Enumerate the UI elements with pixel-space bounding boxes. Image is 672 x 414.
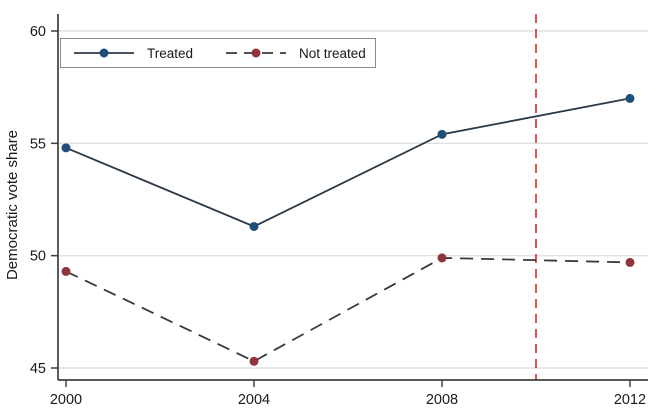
y-tick-label-50: 50 — [30, 249, 46, 265]
y-tick-label-45: 45 — [30, 361, 46, 377]
y-tick-label-60: 60 — [30, 24, 46, 40]
marker-not-treated-2004 — [249, 356, 259, 366]
treated-line-sample — [74, 48, 134, 58]
legend-item-not-treated: Not treated — [225, 46, 366, 61]
x-tick-label-2008: 2008 — [426, 392, 458, 408]
x-tick-label-2004: 2004 — [238, 392, 270, 408]
treated-sample-marker — [99, 48, 109, 58]
not-treated-sample-marker — [251, 48, 261, 58]
series-line-0 — [65, 97, 631, 228]
legend-label-treated: Treated — [147, 45, 194, 61]
y-axis-title: Democratic vote share — [4, 129, 21, 281]
marker-not-treated-2012 — [625, 257, 635, 267]
marker-treated-2004 — [249, 221, 259, 231]
series-line-1 — [65, 257, 631, 363]
marker-not-treated-2008 — [437, 253, 447, 263]
marker-treated-2008 — [437, 129, 447, 139]
not-treated-line-sample — [226, 48, 287, 58]
legend: Treated Not treated — [60, 38, 376, 68]
y-tick-label-55: 55 — [30, 136, 46, 152]
marker-treated-2012 — [625, 93, 635, 103]
x-tick-label-2000: 2000 — [50, 392, 82, 408]
marker-treated-2000 — [61, 143, 71, 153]
marker-not-treated-2000 — [61, 266, 71, 276]
legend-item-treated: Treated — [73, 46, 193, 61]
x-tick-label-2012: 2012 — [614, 392, 646, 408]
legend-label-not-treated: Not treated — [299, 45, 366, 61]
